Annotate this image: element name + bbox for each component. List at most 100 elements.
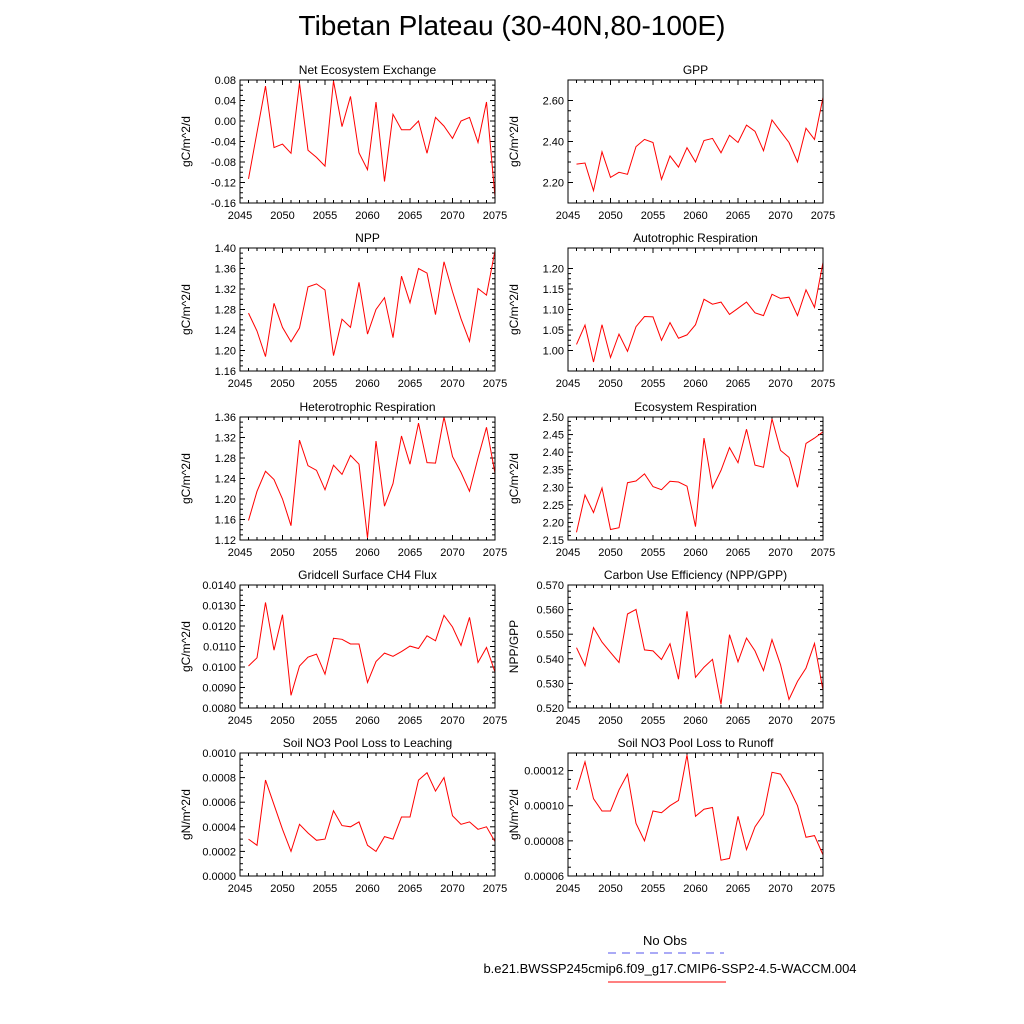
x-tick-label: 2065 (398, 547, 422, 559)
y-tick-label: 1.32 (215, 284, 236, 296)
plot-frame (567, 247, 824, 372)
x-tick-label: 2070 (768, 210, 792, 222)
y-tick-label: 1.24 (215, 474, 236, 486)
x-tick-label: 2070 (768, 378, 792, 390)
x-tick-label: 2055 (313, 210, 337, 222)
y-tick-label: 0.530 (536, 678, 564, 690)
x-tick-label: 2065 (398, 378, 422, 390)
y-tick-label: 0.0130 (202, 601, 236, 613)
y-tick-label: 1.20 (215, 494, 236, 506)
y-axis-label: gC/m^2/d (507, 453, 521, 504)
x-tick-label: 2060 (683, 883, 707, 895)
y-tick-label: 0.00008 (524, 836, 564, 848)
y-tick-label: -0.12 (211, 178, 236, 190)
x-tick-label: 2050 (270, 715, 294, 727)
y-tick-label: 2.30 (543, 482, 564, 494)
y-tick-label: 0.0100 (202, 662, 236, 674)
x-tick-label: 2060 (683, 210, 707, 222)
panel-5: Ecosystem Respiration 2.15 2.20 2.25 2.30 2.3… (507, 400, 835, 559)
x-tick-label: 2065 (398, 883, 422, 895)
x-tick-label: 2075 (811, 547, 835, 559)
plot-frame (239, 79, 496, 204)
x-tick-label: 2045 (228, 378, 252, 390)
y-axis-label: gN/m^2/d (507, 789, 521, 840)
x-tick-label: 2065 (398, 210, 422, 222)
x-tick-label: 2045 (556, 715, 580, 727)
legend-label-model: b.e21.BWSSP245cmip6.f09_g17.CMIP6-SSP2-4… (483, 961, 857, 976)
x-tick-label: 2075 (483, 547, 507, 559)
x-tick-label: 2075 (811, 715, 835, 727)
x-tick-label: 2075 (483, 378, 507, 390)
y-tick-label: 2.40 (543, 447, 564, 459)
x-tick-label: 2070 (768, 715, 792, 727)
x-tick-label: 2065 (726, 883, 750, 895)
y-tick-label: 0.0010 (202, 748, 236, 760)
y-tick-label: 0.0090 (202, 683, 236, 695)
legend-entry-no-obs: No Obs (600, 933, 730, 956)
x-tick-label: 2060 (355, 715, 379, 727)
y-tick-label: 0.00010 (524, 801, 564, 813)
panel-0: Net Ecosystem Exchange -0.16 -0.12 -0.08 -0.… (179, 63, 507, 222)
x-tick-label: 2060 (683, 547, 707, 559)
x-tick-label: 2050 (598, 883, 622, 895)
y-tick-label: 0.570 (536, 580, 564, 592)
series-line (576, 418, 824, 533)
y-tick-label: 1.05 (543, 325, 564, 337)
x-tick-label: 2065 (726, 715, 750, 727)
x-tick-label: 2065 (398, 715, 422, 727)
y-tick-label: 2.20 (543, 178, 564, 190)
x-tick-label: 2045 (228, 715, 252, 727)
x-tick-label: 2075 (811, 378, 835, 390)
series-line (576, 754, 824, 861)
panel-title: GPP (683, 63, 708, 77)
y-tick-label: 2.15 (543, 535, 564, 547)
panel-title: Autotrophic Respiration (633, 231, 758, 245)
y-axis-label: gC/m^2/d (507, 284, 521, 335)
y-tick-label: 0.08 (215, 75, 236, 87)
x-tick-label: 2045 (556, 378, 580, 390)
y-tick-label: 1.20 (543, 264, 564, 276)
x-tick-label: 2045 (228, 547, 252, 559)
y-tick-label: 1.20 (215, 346, 236, 358)
panel-title: Net Ecosystem Exchange (299, 63, 437, 77)
y-tick-label: 1.24 (215, 325, 236, 337)
y-tick-label: 0.550 (536, 629, 564, 641)
y-tick-label: 1.28 (215, 305, 236, 317)
panel-8: Soil NO3 Pool Loss to Leaching 0.0000 0.00… (179, 736, 507, 895)
y-tick-label: 0.00 (215, 116, 236, 128)
panel-title: Gridcell Surface CH4 Flux (298, 568, 437, 582)
x-tick-label: 2055 (641, 547, 665, 559)
panel-title: Heterotrophic Respiration (299, 400, 435, 414)
x-tick-label: 2050 (270, 210, 294, 222)
y-tick-label: 0.0002 (202, 846, 236, 858)
x-tick-label: 2070 (440, 715, 464, 727)
plot-frame (239, 584, 496, 709)
y-tick-label: 0.0008 (202, 773, 236, 785)
x-tick-label: 2060 (683, 378, 707, 390)
x-tick-label: 2065 (726, 378, 750, 390)
panel-1: GPP 2.20 2.40 2.60 2045 2050 2055 2060 2065 2070 2… (507, 63, 835, 222)
x-tick-label: 2060 (355, 883, 379, 895)
x-tick-label: 2055 (313, 378, 337, 390)
panel-4: Heterotrophic Respiration 1.12 1.16 1.20 1.2… (179, 400, 507, 559)
panel-3: Autotrophic Respiration 1.00 1.05 1.10 1.15 1… (507, 231, 835, 390)
series-line (248, 771, 496, 853)
plot-frame (239, 247, 496, 372)
panel-title: Ecosystem Respiration (634, 400, 757, 414)
y-tick-label: 2.50 (543, 412, 564, 424)
x-tick-label: 2055 (313, 715, 337, 727)
panel-2: NPP 1.16 1.20 1.24 1.28 1.32 1.36 1.40 2045 2050 2… (179, 231, 507, 390)
x-tick-label: 2045 (228, 883, 252, 895)
plot-frame (239, 416, 496, 541)
x-tick-label: 2060 (355, 547, 379, 559)
series-line (248, 602, 496, 696)
y-tick-label: 0.04 (215, 96, 236, 108)
legend-line-no-obs (608, 952, 724, 954)
x-tick-label: 2050 (270, 883, 294, 895)
y-tick-label: 1.32 (215, 433, 236, 445)
y-tick-label: 2.60 (543, 96, 564, 108)
y-axis-label: gC/m^2/d (179, 621, 193, 672)
y-axis-label: gC/m^2/d (179, 453, 193, 504)
y-tick-label: 2.25 (543, 500, 564, 512)
